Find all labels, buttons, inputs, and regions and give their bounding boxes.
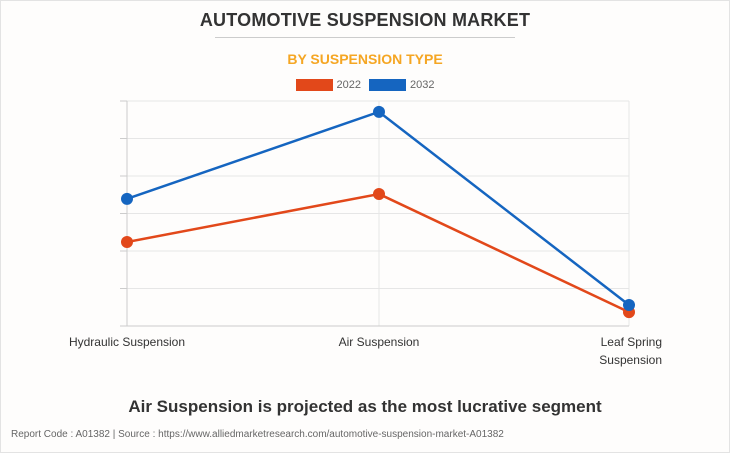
data-point-2022 [373, 188, 385, 200]
x-tick-label: Hydraulic Suspension [69, 335, 185, 349]
legend-item-2032[interactable]: 2032 [369, 79, 434, 91]
legend-swatch-2032 [369, 79, 406, 91]
chart-caption: Air Suspension is projected as the most … [128, 397, 602, 416]
title-divider [215, 37, 515, 38]
x-tick-label: Suspension [599, 353, 662, 367]
data-point-2032 [121, 192, 133, 205]
legend-item-2022[interactable]: 2022 [295, 79, 361, 91]
series-line-2022 [126, 192, 630, 314]
chart-subtitle: BY SUSPENSION TYPE [287, 51, 443, 67]
legend-swatch-2022 [295, 79, 333, 91]
source-footer: Report Code : A01382 | Source : https://… [11, 429, 504, 440]
data-point-2022 [121, 236, 133, 248]
data-point-2032 [373, 105, 385, 118]
legend: 2022 2032 [0, 79, 730, 91]
x-tick-label: Air Suspension [339, 335, 420, 349]
legend-label-2032: 2032 [410, 79, 435, 91]
legend-label-2022: 2022 [336, 79, 361, 91]
data-point-2032 [623, 299, 635, 311]
x-tick-label: Leaf Spring [601, 335, 662, 349]
chart-title: AUTOMOTIVE SUSPENSION MARKET [199, 10, 531, 30]
